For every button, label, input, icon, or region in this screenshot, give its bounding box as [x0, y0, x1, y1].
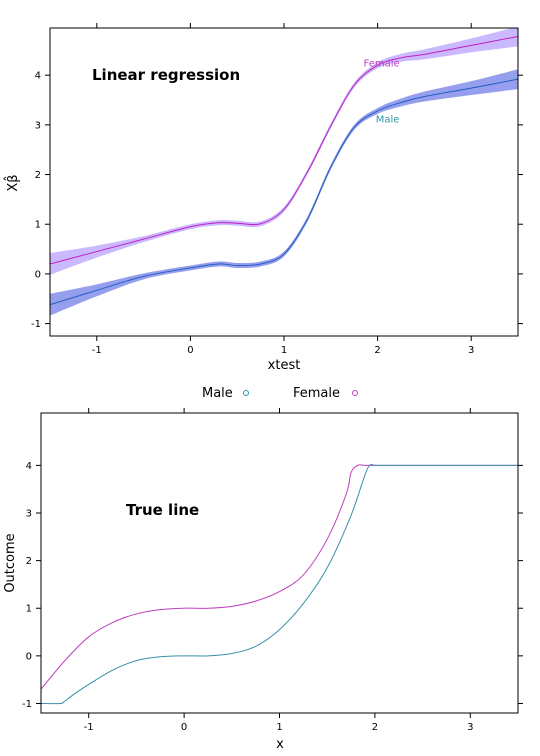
regression-panel: -1 0 1 2 3 -1 0 1 2 3 4 Linear regression xtest X…	[4, 23, 523, 373]
regression-y-tick-label: 0	[35, 269, 41, 280]
regression-female-confidence-band	[50, 28, 518, 275]
regression-y-tick-label: 1	[35, 220, 41, 231]
true-line-x-tick-label: 2	[372, 722, 378, 733]
true-line-y-tick-label: -1	[22, 699, 32, 710]
regression-y-tick-label: -1	[31, 319, 41, 330]
regression-male-label: Male	[376, 114, 400, 125]
regression-title: Linear regression	[92, 66, 240, 84]
regression-y-axis-title: Xβ̂	[4, 174, 21, 191]
legend-female-label: Female	[293, 386, 340, 401]
true-line-y-axis: -1 0 1 2 3 4	[22, 461, 523, 710]
regression-x-tick-label: -1	[92, 345, 102, 356]
true-line-y-tick-label: 1	[26, 604, 32, 615]
regression-x-tick-label: 1	[281, 345, 287, 356]
true-line-y-tick-label: 3	[26, 509, 32, 520]
regression-female-line	[50, 35, 518, 265]
true-line-x-tick-label: -1	[84, 722, 94, 733]
true-line-x-tick-label: 1	[276, 722, 282, 733]
regression-male-line	[50, 78, 518, 306]
true-line-plot-area	[41, 463, 518, 705]
legend-male-marker	[243, 390, 249, 396]
regression-y-tick-label: 4	[35, 71, 41, 82]
true-line-y-axis-title: Outcome	[3, 533, 18, 592]
legend-female-marker	[352, 390, 358, 396]
regression-x-tick-label: 3	[468, 345, 474, 356]
true-line-x-axis-title: x	[276, 737, 284, 752]
legend: Male Female	[202, 386, 358, 401]
true-line-title: True line	[126, 501, 199, 519]
regression-female-label: Female	[364, 58, 400, 69]
true-line-x-axis: -1 0 1 2 3	[84, 408, 473, 733]
true-line-panel: -1 0 1 2 3 -1 0 1 2 3 4 True line x Outcome	[3, 408, 523, 752]
regression-x-axis: -1 0 1 2 3	[92, 23, 474, 356]
true-line-x-tick-label: 0	[181, 722, 187, 733]
regression-male-confidence-band	[50, 69, 518, 316]
regression-x-tick-label: 0	[187, 345, 193, 356]
true-line-y-tick-label: 0	[26, 651, 32, 662]
regression-x-tick-label: 2	[374, 345, 380, 356]
true-line-female-line	[41, 464, 518, 690]
regression-x-axis-title: xtest	[268, 358, 301, 373]
true-line-x-tick-label: 3	[467, 722, 473, 733]
true-line-plot-frame	[40, 412, 519, 714]
legend-male-label: Male	[202, 386, 233, 401]
regression-y-tick-label: 2	[35, 170, 41, 181]
true-line-male-line	[41, 463, 518, 705]
true-line-y-tick-label: 2	[26, 556, 32, 567]
regression-plot-area	[50, 28, 518, 316]
regression-y-axis: -1 0 1 2 3 4	[31, 71, 523, 330]
regression-y-tick-label: 3	[35, 120, 41, 131]
regression-series-labels: Female Male	[364, 58, 400, 125]
true-line-y-tick-label: 4	[26, 461, 32, 472]
